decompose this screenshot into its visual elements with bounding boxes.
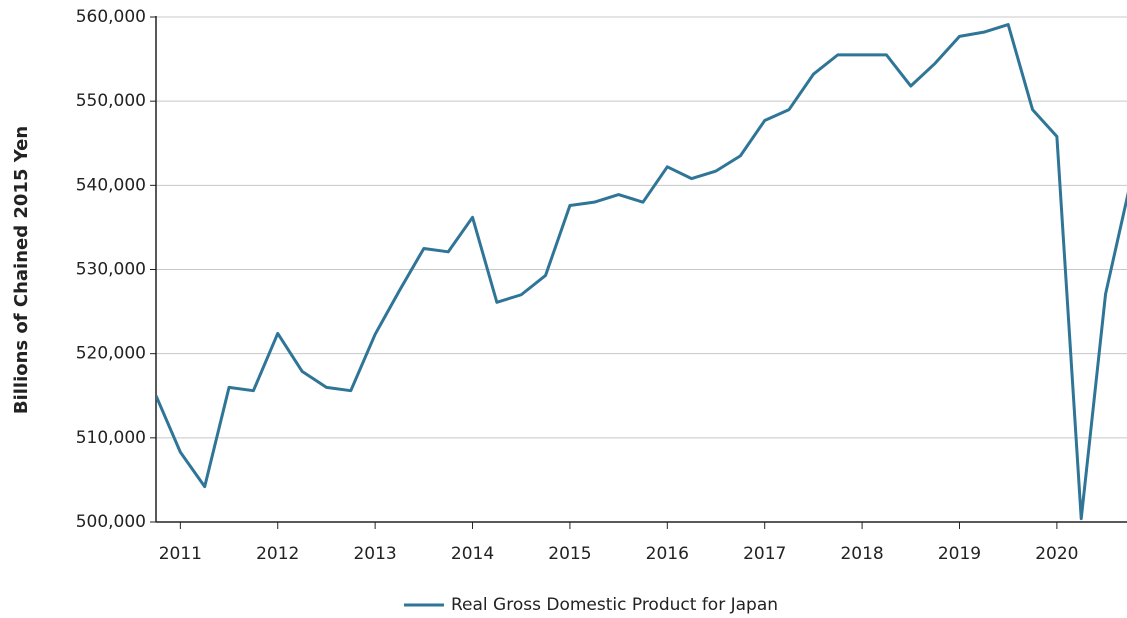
y-tick-label: 530,000: [76, 260, 146, 280]
x-tick-label: 2016: [646, 544, 689, 564]
x-tick-label: 2011: [159, 544, 202, 564]
x-tick-label: 2020: [1035, 544, 1078, 564]
y-tick-label: 520,000: [76, 344, 146, 364]
x-tick-label: 2019: [938, 544, 981, 564]
y-tick-label: 550,000: [76, 91, 146, 111]
x-tick-label: 2013: [353, 544, 396, 564]
y-tick-label: 510,000: [76, 428, 146, 448]
y-tick-label: 540,000: [76, 175, 146, 195]
x-tick-label: 2018: [840, 544, 883, 564]
legend-label: Real Gross Domestic Product for Japan: [451, 595, 778, 615]
data-line: [156, 23, 1127, 521]
x-tick-label: 2017: [743, 544, 786, 564]
y-tick-label: 560,000: [76, 7, 146, 27]
x-tick-label: 2012: [256, 544, 299, 564]
x-tick-label: 2015: [548, 544, 591, 564]
y-axis-label: Billions of Chained 2015 Yen: [11, 126, 32, 414]
legend-item: Real Gross Domestic Product for Japan: [404, 595, 778, 615]
y-tick-label: 500,000: [76, 512, 146, 532]
x-tick-label: 2014: [451, 544, 494, 564]
